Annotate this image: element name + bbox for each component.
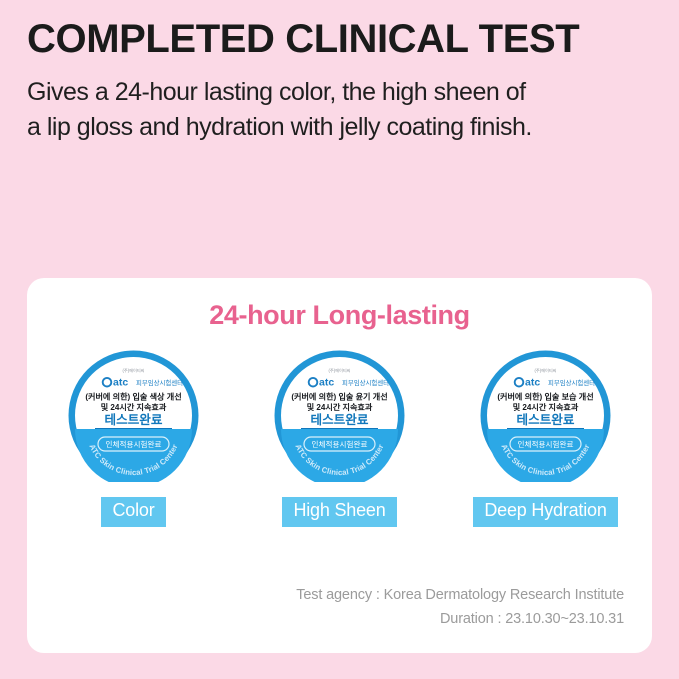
subtitle-line-1: Gives a 24-hour lasting color, the high … bbox=[27, 78, 526, 107]
atc-logo-text: atc bbox=[525, 377, 540, 389]
seal-pill-outline bbox=[303, 436, 376, 452]
seal-org-small: (주)에이티씨 bbox=[122, 367, 144, 374]
seal-group-color: (주)에이티씨 atc 피부임상시험센터 (커버에 의한) 입술 색상 개선 및… bbox=[60, 349, 208, 527]
atc-logo-subtitle: 피부임상시험센터 bbox=[342, 378, 389, 387]
seal-claim-line-1: (커버에 의한) 입술 윤기 개선 bbox=[291, 392, 387, 402]
seal-claim-line-2: 및 24시간 지속효과 bbox=[513, 402, 579, 412]
atc-logo-mark-icon bbox=[307, 376, 319, 388]
atc-logo-mark-icon bbox=[101, 376, 113, 388]
seal-pill-text: 인체적용시험완료 bbox=[518, 439, 574, 449]
seal-result-text: 테스트완료 bbox=[105, 413, 163, 427]
clinical-test-card: 24-hour Long-lasting (주)에이티씨 atc 피부임상시험센… bbox=[27, 278, 652, 653]
chip-color[interactable]: Color bbox=[101, 497, 166, 527]
seal-lower-band bbox=[75, 429, 192, 482]
seal-org-small: (주)에이티씨 bbox=[534, 367, 556, 374]
atc-logo-text: atc bbox=[113, 377, 128, 389]
test-duration-text: Duration : 23.10.30~23.10.31 bbox=[439, 610, 624, 627]
seal-lower-band bbox=[281, 429, 398, 482]
certification-seal: (주)에이티씨 atc 피부임상시험센터 (커버에 의한) 입술 윤기 개선 및… bbox=[273, 349, 406, 482]
seal-claim-line-1: (커버에 의한) 입술 색상 개선 bbox=[85, 392, 181, 402]
test-agency-text: Test agency : Korea Dermatology Research… bbox=[296, 587, 624, 604]
page-header: COMPLETED CLINICAL TEST Gives a 24-hour … bbox=[27, 17, 657, 144]
seal-result-text: 테스트완료 bbox=[517, 413, 575, 427]
seal-claim-line-1: (커버에 의한) 입술 보습 개선 bbox=[497, 392, 593, 402]
seal-claim-line-2: 및 24시간 지속효과 bbox=[101, 402, 167, 412]
certification-seal: (주)에이티씨 atc 피부임상시험센터 (커버에 의한) 입술 보습 개선 및… bbox=[479, 349, 612, 482]
atc-logo-subtitle: 피부임상시험센터 bbox=[548, 378, 595, 387]
chip-high-sheen[interactable]: High Sheen bbox=[282, 497, 397, 527]
subtitle-line-2: a lip gloss and hydration with jelly coa… bbox=[27, 112, 532, 141]
seal-group-high-sheen: (주)에이티씨 atc 피부임상시험센터 (커버에 의한) 입술 윤기 개선 및… bbox=[266, 349, 414, 527]
atc-logo-text: atc bbox=[319, 377, 334, 389]
seal-pill-text: 인체적용시험완료 bbox=[312, 439, 368, 449]
page-subtitle: Gives a 24-hour lasting color, the high … bbox=[27, 75, 657, 144]
certification-seal: (주)에이티씨 atc 피부임상시험센터 (커버에 의한) 입술 색상 개선 및… bbox=[67, 349, 200, 482]
atc-logo-mark-icon bbox=[513, 376, 525, 388]
page-title: COMPLETED CLINICAL TEST bbox=[27, 17, 580, 61]
seal-org-small: (주)에이티씨 bbox=[328, 367, 350, 374]
seal-claim-line-2: 및 24시간 지속효과 bbox=[307, 402, 373, 412]
seal-row: (주)에이티씨 atc 피부임상시험센터 (커버에 의한) 입술 색상 개선 및… bbox=[27, 349, 652, 527]
seal-result-text: 테스트완료 bbox=[311, 413, 369, 427]
seal-lower-band bbox=[487, 429, 604, 482]
seal-pill-text: 인체적용시험완료 bbox=[106, 439, 162, 449]
chip-deep-hydration[interactable]: Deep Hydration bbox=[473, 497, 618, 527]
card-title: 24-hour Long-lasting bbox=[209, 300, 470, 330]
seal-pill-outline bbox=[97, 436, 170, 452]
seal-pill-outline bbox=[509, 436, 582, 452]
atc-logo-subtitle: 피부임상시험센터 bbox=[136, 378, 183, 387]
seal-group-deep-hydration: (주)에이티씨 atc 피부임상시험센터 (커버에 의한) 입술 보습 개선 및… bbox=[472, 349, 620, 527]
card-footer: Test agency : Korea Dermatology Research… bbox=[296, 584, 624, 631]
